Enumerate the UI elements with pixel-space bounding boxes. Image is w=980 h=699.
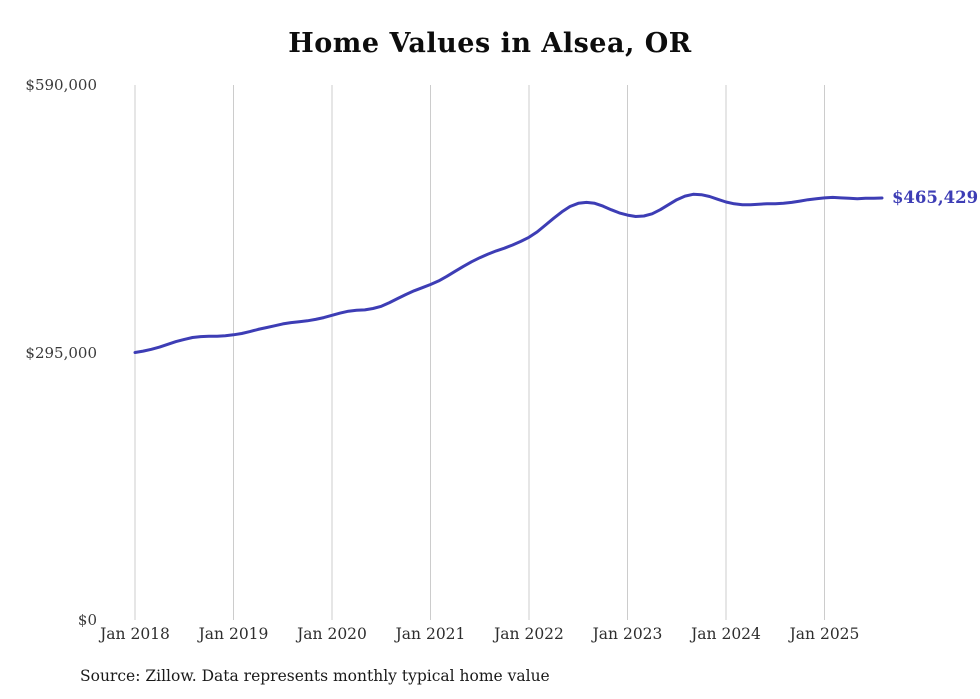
y-tick-label: $590,000 [25, 76, 97, 94]
x-tick-label: Jan 2020 [297, 625, 367, 643]
current-value-label: $465,429 [891, 187, 979, 207]
y-tick-label: $0 [77, 611, 97, 629]
x-tick-label: Jan 2018 [100, 625, 170, 643]
chart-title: Home Values in Alsea, OR [288, 28, 692, 59]
x-tick-label: Jan 2025 [789, 625, 860, 643]
y-tick-label: $295,000 [25, 343, 97, 362]
x-tick-label: Jan 2022 [494, 625, 564, 643]
x-tick-label: Jan 2019 [198, 625, 269, 643]
source-note: Source: Zillow. Data represents monthly … [80, 667, 550, 685]
x-tick-label: Jan 2024 [691, 625, 761, 643]
x-tick-label: Jan 2021 [395, 625, 466, 643]
x-tick-label: Jan 2023 [592, 625, 663, 643]
